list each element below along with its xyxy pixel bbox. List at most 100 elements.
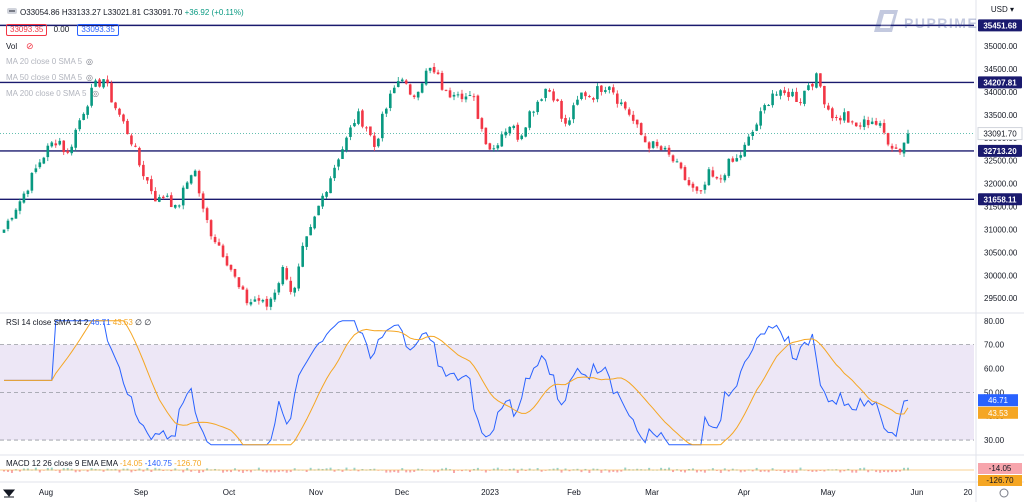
- eye-hidden-icon[interactable]: ◎: [92, 89, 99, 98]
- rsi-ma-line[interactable]: [4, 320, 909, 446]
- rsi-tick-label: 80.00: [984, 317, 1005, 326]
- candle-body: [787, 91, 790, 98]
- candle: [858, 122, 862, 130]
- currency-selector[interactable]: USD ▾: [990, 5, 1014, 14]
- y-tick-label: 34000.00: [984, 88, 1018, 97]
- candle-body: [795, 91, 798, 102]
- candle-body: [94, 80, 97, 87]
- candle-body: [404, 80, 408, 84]
- candle-body: [771, 93, 774, 106]
- candle: [619, 99, 623, 106]
- indicator-ma20[interactable]: MA 20 close 0 SMA 5: [6, 57, 83, 66]
- candle-body: [894, 147, 898, 149]
- macd-bar: [269, 470, 272, 473]
- candle-body: [460, 93, 464, 100]
- indicator-ma50[interactable]: MA 50 close 0 SMA 5: [6, 73, 83, 82]
- candle: [838, 115, 842, 125]
- candle-body: [767, 104, 770, 106]
- candle: [751, 129, 754, 140]
- candle: [392, 85, 396, 94]
- candle: [631, 110, 635, 124]
- candle: [906, 129, 910, 144]
- candle-body: [146, 177, 149, 181]
- macd-bar: [576, 468, 579, 471]
- rsi-na: ∅ ∅: [135, 318, 152, 327]
- candle-body: [874, 120, 878, 125]
- candle: [464, 92, 468, 103]
- candle-body: [835, 117, 838, 119]
- macd-bar: [265, 470, 268, 473]
- candle: [122, 113, 125, 124]
- macd-bar: [759, 470, 762, 473]
- macd-bar: [329, 467, 332, 471]
- chart-menu-icon[interactable]: [6, 6, 18, 16]
- candle: [221, 243, 225, 258]
- macd-bar: [680, 470, 683, 472]
- macd-bar: [249, 470, 252, 473]
- eye-hidden-icon[interactable]: ◎: [86, 73, 93, 82]
- candle-body: [30, 172, 34, 191]
- vol-label[interactable]: Vol: [6, 42, 18, 51]
- macd-bar: [568, 470, 571, 472]
- macd-bar: [512, 468, 515, 471]
- candle: [584, 90, 587, 100]
- buy-price-chip[interactable]: 33093.35: [77, 24, 119, 36]
- candle-body: [34, 168, 38, 172]
- candle-body: [711, 170, 715, 177]
- candle: [193, 169, 197, 177]
- candle: [588, 94, 591, 98]
- candle-body: [452, 94, 456, 97]
- candle-body: [2, 229, 6, 233]
- candle-body: [775, 94, 778, 96]
- candle-body: [177, 205, 181, 207]
- macd-bar: [616, 470, 619, 473]
- candle: [627, 107, 631, 117]
- macd-bar: [456, 470, 459, 471]
- candle: [341, 146, 344, 160]
- candle-body: [667, 147, 671, 155]
- candle-body: [596, 86, 599, 100]
- macd-bar: [377, 470, 380, 471]
- y-tick-label: 31000.00: [984, 225, 1018, 234]
- candle-body: [333, 167, 336, 179]
- rsi-value: 46.71: [90, 318, 111, 327]
- candle: [540, 98, 543, 102]
- candle-body: [488, 143, 492, 150]
- settings-icon[interactable]: [999, 488, 1009, 498]
- candle: [500, 131, 504, 148]
- candle: [309, 224, 312, 236]
- vol-hidden-icon[interactable]: ⊘: [26, 41, 34, 51]
- macd-bar: [146, 467, 149, 471]
- indicator-ma200[interactable]: MA 200 close 0 SMA 5: [6, 89, 87, 98]
- candle: [233, 268, 237, 279]
- candle-body: [150, 179, 153, 192]
- eye-hidden-icon[interactable]: ◎: [86, 57, 93, 66]
- candle-body: [727, 158, 731, 176]
- candle-body: [846, 111, 850, 123]
- macd-label[interactable]: MACD 12 26 close 9 EMA EMA: [6, 459, 118, 468]
- candle-body: [882, 123, 886, 133]
- macd-bar: [341, 470, 344, 472]
- macd-bar: [401, 468, 404, 471]
- candle-body: [500, 134, 504, 147]
- rsi-label[interactable]: RSI 14 close SMA 14 2: [6, 318, 89, 327]
- candle: [516, 122, 520, 142]
- candle-body: [858, 125, 862, 127]
- candle-body: [257, 298, 261, 301]
- candle: [647, 141, 651, 153]
- macd-bar: [158, 468, 161, 471]
- candle-body: [831, 108, 834, 119]
- macd-bar: [154, 467, 157, 471]
- candle: [651, 140, 655, 150]
- candle-body: [898, 148, 902, 153]
- macd-bar: [70, 468, 73, 471]
- sell-price-chip[interactable]: 33093.35: [6, 24, 48, 36]
- candle-body: [456, 94, 460, 96]
- change-value: +36.92 (+0.11%): [184, 8, 244, 17]
- candle: [6, 218, 10, 232]
- candle-body: [237, 277, 241, 288]
- rsi-line[interactable]: [4, 320, 909, 446]
- candle: [249, 298, 253, 307]
- candle-body: [321, 195, 324, 207]
